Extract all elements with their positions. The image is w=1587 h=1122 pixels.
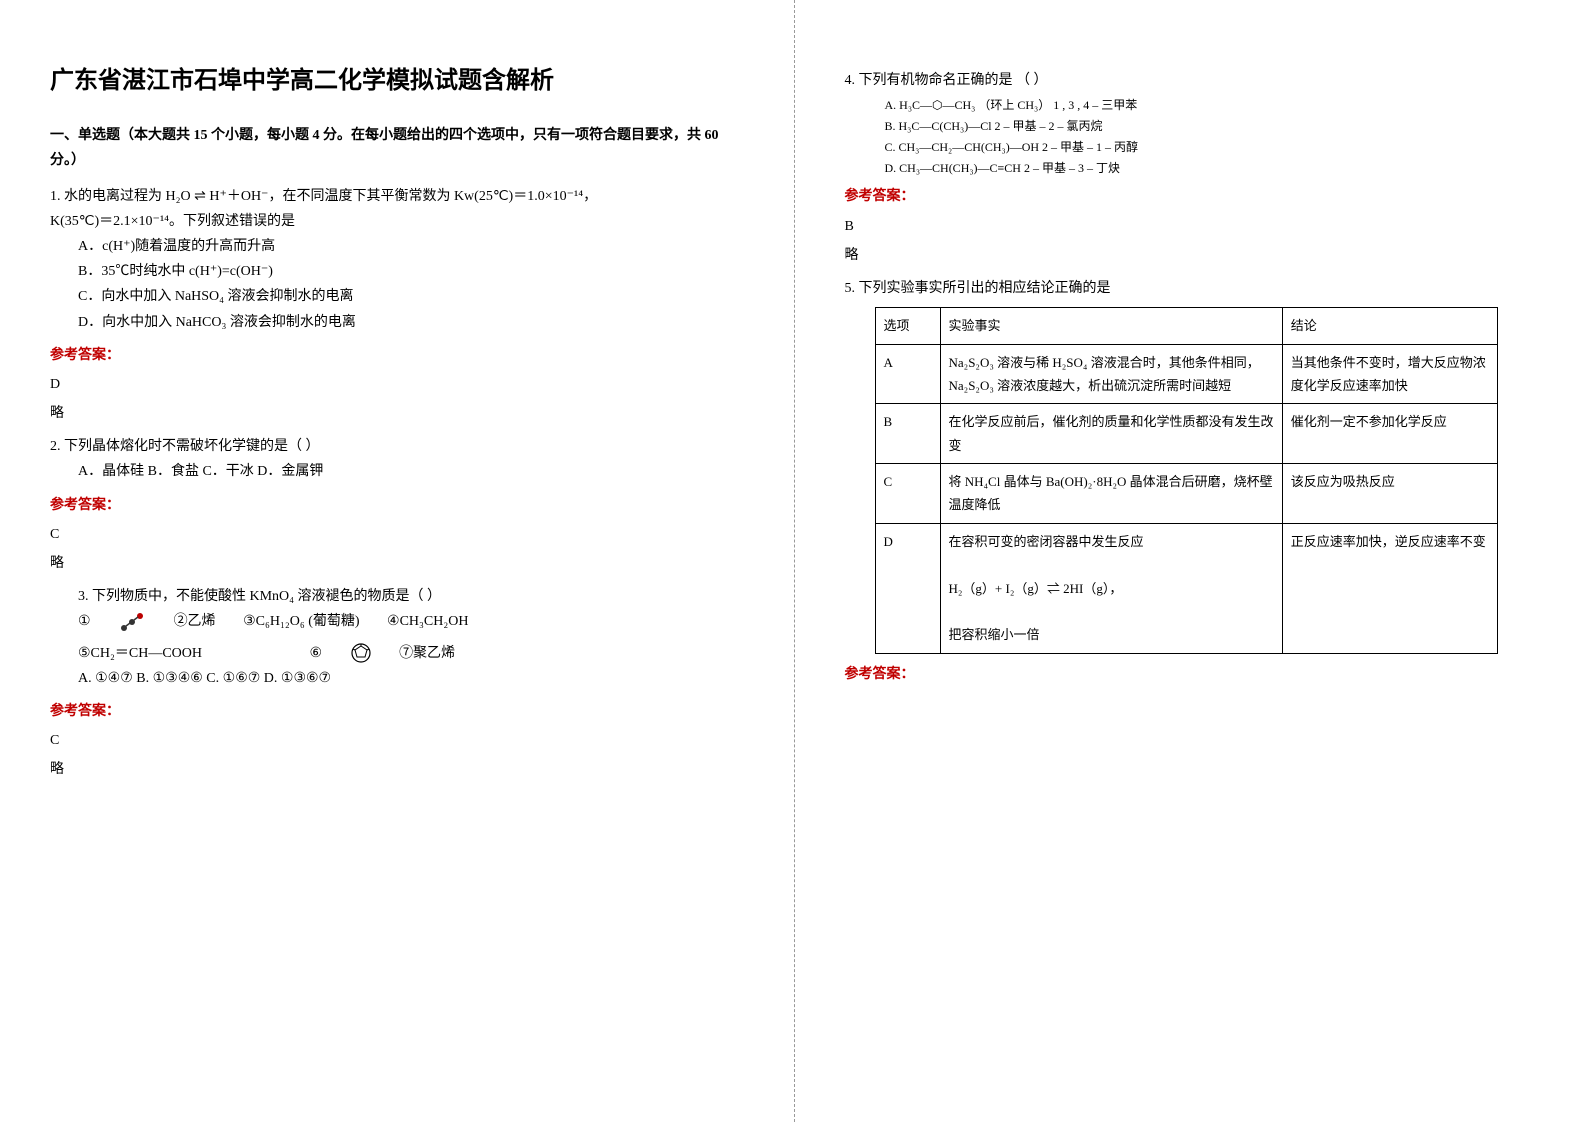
q5-table: 选项 实验事实 结论 A Na₂S₂O₃ 溶液与稀 H₂SO₄ 溶液混合时，其他…: [875, 307, 1498, 654]
q3-opt4: ④CH₃CH₂OH: [387, 609, 468, 634]
q3-opt6: ⑥: [310, 641, 372, 666]
q5-stem: 5. 下列实验事实所引出的相应结论正确的是: [845, 276, 1538, 301]
q3-opt2: ②乙烯: [174, 609, 216, 634]
q5-B-opt: B: [875, 404, 940, 464]
q3-omit: 略: [50, 757, 744, 782]
q5-B-fact: 在化学反应前后，催化剂的质量和化学性质都没有发生改变: [940, 404, 1282, 464]
q5-B-conc: 催化剂一定不参加化学反应: [1282, 404, 1497, 464]
q5-D-conc: 正反应速率加快，逆反应速率不变: [1282, 523, 1497, 653]
q2-opts: A．晶体硅 B．食盐 C．干冰 D．金属钾: [78, 459, 744, 484]
q3-opts: A. ①④⑦ B. ①③④⑥ C. ①⑥⑦ D. ①③⑥⑦: [78, 666, 744, 691]
q5-A-opt: A: [875, 344, 940, 404]
q4-omit: 略: [845, 243, 1538, 268]
q3-answer: C: [50, 728, 744, 753]
q3-answer-label: 参考答案：: [50, 699, 744, 724]
q3-opt1: ①: [78, 609, 146, 634]
q4-answer: B: [845, 214, 1538, 239]
question-1: 1. 水的电离过程为 H₂O ⇌ H⁺＋OH⁻，在不同温度下其平衡常数为 Kw(…: [50, 184, 744, 335]
q5-A-fact: Na₂S₂O₃ 溶液与稀 H₂SO₄ 溶液混合时，其他条件相同，Na₂S₂O₃ …: [940, 344, 1282, 404]
q1-opt-D: D．向水中加入 NaHCO₃ 溶液会抑制水的电离: [78, 310, 744, 335]
q4-answer-label: 参考答案：: [845, 184, 1538, 209]
table-row: B 在化学反应前后，催化剂的质量和化学性质都没有发生改变 催化剂一定不参加化学反…: [875, 404, 1497, 464]
q2-answer: C: [50, 522, 744, 547]
q5-A-conc: 当其他条件不变时，增大反应物浓度化学反应速率加快: [1282, 344, 1497, 404]
q4-opt-A: A. H₃C—⬡—CH₃ （环上 CH₃） 1 , 3 , 4 – 三甲苯: [885, 97, 1538, 114]
q1-answer: D: [50, 372, 744, 397]
table-row: A Na₂S₂O₃ 溶液与稀 H₂SO₄ 溶液混合时，其他条件相同，Na₂S₂O…: [875, 344, 1497, 404]
question-3: 3. 下列物质中，不能使酸性 KMnO₄ 溶液褪色的物质是（ ） ① ②乙烯 ③…: [50, 584, 744, 691]
q1-opt-A: A．c(H⁺)随着温度的升高而升高: [78, 234, 744, 259]
q3-stem: 3. 下列物质中，不能使酸性 KMnO₄ 溶液褪色的物质是（ ）: [78, 584, 744, 609]
section-intro: 一、单选题（本大题共 15 个小题，每小题 4 分。在每小题给出的四个选项中，只…: [50, 123, 744, 173]
q1-stem-b: K(35℃)＝2.1×10⁻¹⁴。下列叙述错误的是: [50, 209, 744, 234]
table-row: C 将 NH₄Cl 晶体与 Ba(OH)₂·8H₂O 晶体混合后研磨，烧杯壁温度…: [875, 464, 1497, 524]
question-4: 4. 下列有机物命名正确的是 （ ） A. H₃C—⬡—CH₃ （环上 CH₃）…: [845, 68, 1538, 176]
q1-answer-label: 参考答案：: [50, 343, 744, 368]
q2-answer-label: 参考答案：: [50, 493, 744, 518]
question-2: 2. 下列晶体熔化时不需破坏化学键的是（ ） A．晶体硅 B．食盐 C．干冰 D…: [50, 434, 744, 484]
q5-D-opt: D: [875, 523, 940, 653]
q5-th-fact: 实验事实: [940, 308, 1282, 344]
right-column: 4. 下列有机物命名正确的是 （ ） A. H₃C—⬡—CH₃ （环上 CH₃）…: [794, 0, 1587, 1122]
q1-stem-a: 1. 水的电离过程为 H₂O ⇌ H⁺＋OH⁻，在不同温度下其平衡常数为 Kw(…: [50, 184, 744, 209]
q3-opt7: ⑦聚乙烯: [399, 641, 455, 666]
table-row: D 在容积可变的密闭容器中发生反应 H₂（g）+ I₂（g）⇌ 2HI（g）， …: [875, 523, 1497, 653]
q4-opt-C: C. CH₃—CH₂—CH(CH₃)—OH 2 – 甲基 – 1 – 丙醇: [885, 139, 1538, 156]
q5-D-fact: 在容积可变的密闭容器中发生反应 H₂（g）+ I₂（g）⇌ 2HI（g）， 把容…: [940, 523, 1282, 653]
q3-opt5: ⑤CH₂＝CH—COOH: [78, 641, 202, 666]
fullerene-icon: [350, 642, 372, 664]
q5-C-opt: C: [875, 464, 940, 524]
q3-opt3: ③C₆H₁₂O₆ (葡萄糖): [243, 609, 359, 634]
left-column: 广东省湛江市石埠中学高二化学模拟试题含解析 一、单选题（本大题共 15 个小题，…: [0, 0, 794, 1122]
q5-C-fact: 将 NH₄Cl 晶体与 Ba(OH)₂·8H₂O 晶体混合后研磨，烧杯壁温度降低: [940, 464, 1282, 524]
q5-th-opt: 选项: [875, 308, 940, 344]
q4-opt-B: B. H₃C—C(CH₃)—Cl 2 – 甲基 – 2 – 氯丙烷: [885, 118, 1538, 135]
page-title: 广东省湛江市石埠中学高二化学模拟试题含解析: [50, 60, 744, 103]
q5-th-conc: 结论: [1282, 308, 1497, 344]
q2-omit: 略: [50, 551, 744, 576]
q4-opt-D: D. CH₃—CH(CH₃)—C≡CH 2 – 甲基 – 3 – 丁炔: [885, 160, 1538, 177]
q1-omit: 略: [50, 401, 744, 426]
q5-answer-label: 参考答案：: [845, 662, 1538, 687]
molecule-icon: [118, 610, 146, 634]
q4-stem: 4. 下列有机物命名正确的是 （ ）: [845, 68, 1538, 93]
q1-opt-B: B．35℃时纯水中 c(H⁺)=c(OH⁻): [78, 259, 744, 284]
question-5: 5. 下列实验事实所引出的相应结论正确的是 选项 实验事实 结论 A Na₂S₂…: [845, 276, 1538, 654]
q5-C-conc: 该反应为吸热反应: [1282, 464, 1497, 524]
q1-opt-C: C．向水中加入 NaHSO₄ 溶液会抑制水的电离: [78, 284, 744, 309]
q2-stem: 2. 下列晶体熔化时不需破坏化学键的是（ ）: [50, 434, 744, 459]
